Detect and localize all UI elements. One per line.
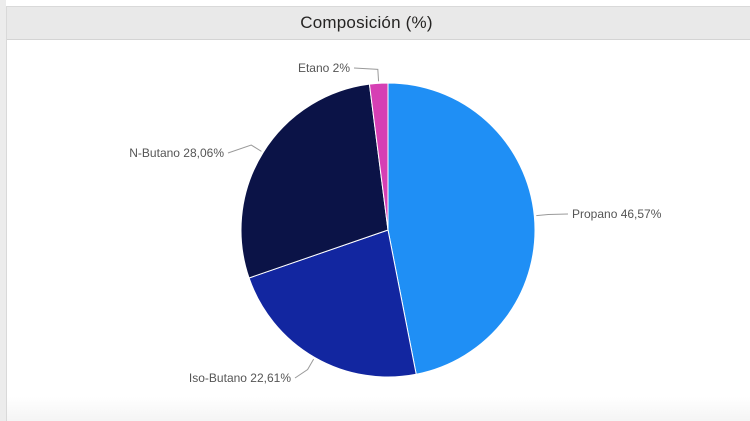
bottom-shade xyxy=(7,397,750,421)
pie-slice-propano[interactable] xyxy=(387,82,536,375)
leader-line-propano xyxy=(536,213,569,217)
canvas-edge xyxy=(0,0,6,421)
leader-line-n-butano xyxy=(227,144,262,154)
leader-line-etano xyxy=(353,67,380,82)
data-label-iso-butano: Iso-Butano 22,61% xyxy=(189,371,291,385)
data-label-etano: Etano 2% xyxy=(298,61,350,75)
visual-header: Composición (%) xyxy=(7,7,750,40)
pie-slice-n-butano[interactable] xyxy=(240,83,389,279)
chart-title: Composición (%) xyxy=(300,13,433,32)
pie-slice-etano[interactable] xyxy=(368,82,389,231)
data-label-propano: Propano 46,57% xyxy=(572,207,662,221)
pie-chart-visual[interactable]: Composición (%) Propano 46,57% Iso-Butano… xyxy=(6,6,750,421)
pie-slice-iso-butano[interactable] xyxy=(248,229,417,378)
pie-chart-svg: Propano 46,57% Iso-Butano 22,61% N-Butano … xyxy=(129,61,662,385)
data-label-n-butano: N-Butano 28,06% xyxy=(129,146,224,160)
leader-line-iso-butano xyxy=(294,358,315,379)
